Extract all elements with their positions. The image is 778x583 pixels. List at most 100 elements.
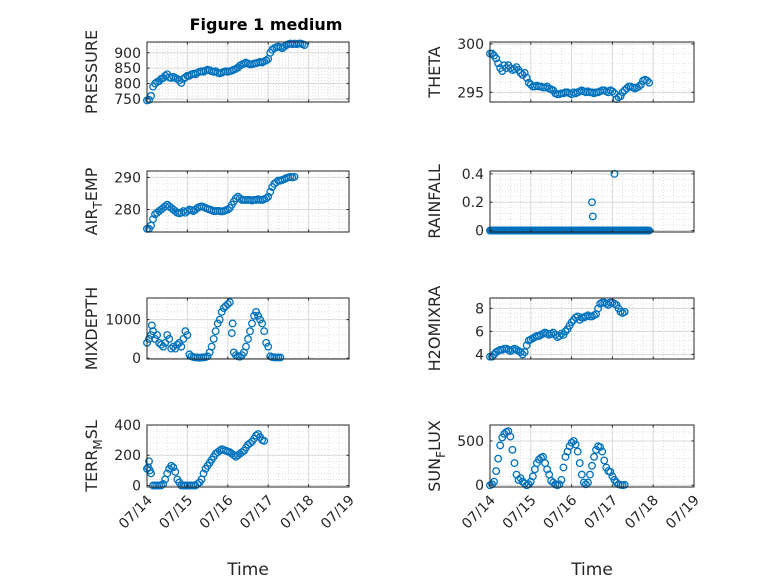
data-point — [213, 319, 222, 328]
axes-box — [146, 424, 350, 488]
data-point — [207, 342, 216, 351]
data-point — [528, 472, 537, 481]
data-point — [260, 436, 269, 445]
data-point — [262, 56, 271, 65]
data-point — [244, 334, 252, 343]
data-point — [276, 353, 285, 362]
data-point — [237, 448, 246, 457]
x-tick-label: 07/19 — [318, 493, 358, 533]
data-point — [510, 459, 519, 468]
data-point — [242, 342, 250, 351]
x-tick-label: 07/18 — [622, 493, 662, 533]
data-point — [163, 331, 172, 340]
y-tick-label: 280 — [114, 203, 141, 219]
data-point — [215, 315, 224, 324]
figure-title: Figure 1 medium — [190, 15, 343, 34]
data-point — [254, 311, 263, 320]
data-point — [600, 456, 609, 465]
data-point — [157, 340, 166, 349]
y-tick-label: 0 — [475, 478, 484, 494]
x-tick-label: 07/15 — [500, 493, 540, 533]
y-tick-label: 750 — [114, 92, 141, 108]
axes-box — [146, 297, 350, 360]
data-point — [171, 467, 180, 476]
data-point — [290, 172, 299, 181]
data-point — [583, 478, 592, 487]
data-point — [246, 327, 254, 336]
data-point — [557, 475, 566, 484]
data-point — [581, 480, 590, 489]
data-point — [606, 467, 615, 476]
data-point — [492, 467, 501, 476]
y-tick-label: 4 — [475, 347, 484, 363]
data-point — [510, 65, 519, 74]
data-point — [183, 331, 192, 340]
data-point — [223, 205, 232, 214]
x-tick-label: 07/14 — [459, 492, 499, 532]
y-axis-label: RAINFALL — [425, 164, 444, 239]
data-point — [250, 311, 259, 320]
data-point — [596, 443, 605, 452]
data-point — [199, 469, 208, 478]
data-point — [209, 334, 218, 343]
data-point — [488, 49, 496, 58]
data-series — [486, 169, 654, 235]
axes-box — [146, 170, 350, 233]
data-point — [228, 319, 237, 328]
y-tick-label: 0 — [132, 478, 141, 494]
x-tick-label: 07/19 — [663, 493, 703, 533]
data-point — [492, 54, 501, 63]
data-point — [173, 340, 182, 349]
y-tick-label: 500 — [457, 434, 484, 450]
data-point — [634, 82, 643, 91]
data-point — [494, 454, 503, 463]
data-point — [645, 78, 654, 87]
y-tick-label: 300 — [457, 37, 484, 53]
data-point — [516, 69, 525, 77]
data-point — [508, 445, 517, 454]
data-point — [159, 342, 168, 351]
data-point — [571, 440, 580, 449]
axes-box — [489, 170, 695, 233]
data-point — [248, 319, 256, 328]
data-point — [567, 438, 576, 447]
x-tick-label: 07/17 — [581, 493, 621, 533]
data-point — [217, 307, 226, 316]
y-tick-label: 290 — [114, 170, 141, 186]
x-tick-label: 07/18 — [278, 493, 318, 533]
data-point — [151, 79, 160, 88]
subplot-theta: 295 300 THETA — [425, 37, 695, 104]
data-point — [167, 461, 176, 470]
data-point — [163, 469, 172, 478]
data-series — [143, 298, 285, 362]
data-point — [516, 348, 525, 357]
data-point — [490, 477, 499, 486]
data-point — [496, 441, 505, 450]
data-point — [191, 205, 200, 214]
data-point — [555, 480, 564, 489]
data-point — [165, 334, 174, 343]
y-axis-label: MIXDEPTH — [82, 287, 101, 370]
x-tick-label: 07/17 — [237, 493, 277, 533]
data-point — [203, 352, 212, 361]
data-point — [262, 338, 271, 347]
y-tick-label: 400 — [114, 418, 141, 434]
data-point — [577, 470, 586, 479]
data-series — [143, 430, 269, 490]
y-tick-label: 1000 — [105, 313, 141, 329]
y-tick-label: 295 — [457, 85, 484, 101]
data-series — [486, 49, 654, 104]
data-point — [181, 327, 190, 336]
y-axis-label: PRESSURE — [82, 30, 101, 114]
data-point — [177, 342, 186, 351]
data-point — [643, 76, 652, 85]
data-point — [586, 470, 594, 479]
data-point — [256, 315, 265, 324]
x-tick-label: 07/15 — [156, 493, 196, 533]
data-point — [514, 475, 523, 484]
data-point — [147, 469, 155, 478]
data-point — [645, 226, 654, 235]
y-tick-label: 0 — [475, 224, 484, 240]
data-point — [506, 432, 515, 441]
